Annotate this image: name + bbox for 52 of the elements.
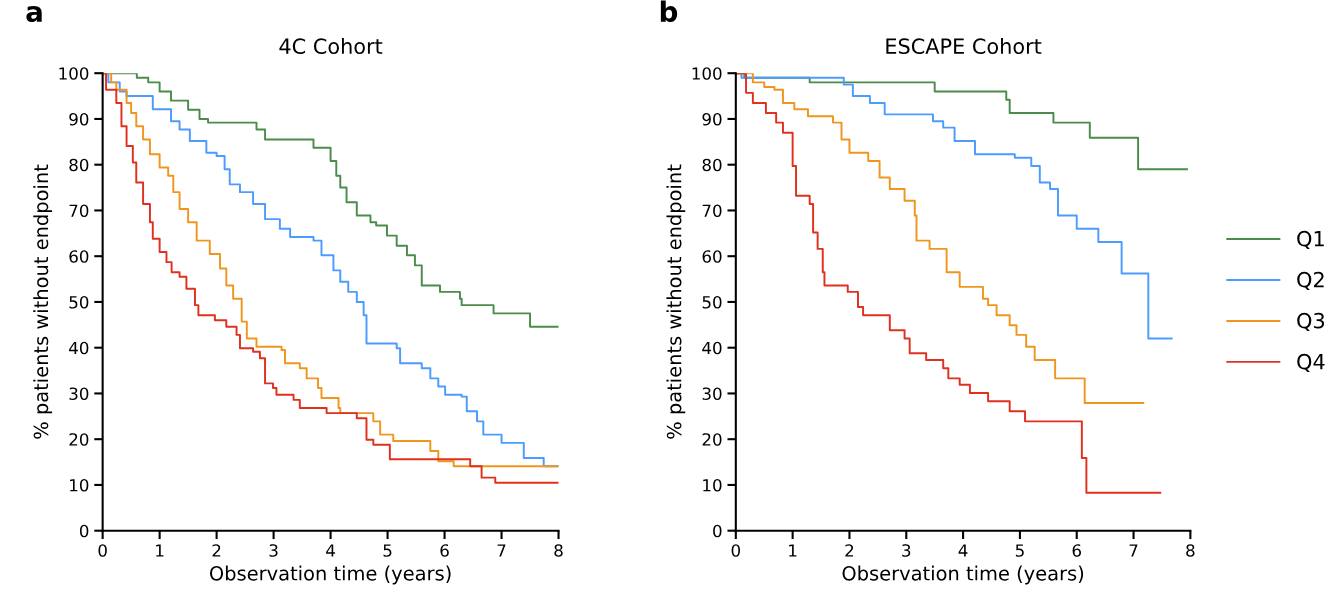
y-tick-label: 40 <box>69 341 89 355</box>
legend-label: Q1 <box>1297 230 1324 249</box>
x-tick-label: 7 <box>497 544 506 557</box>
y-tick-label: 100 <box>59 67 89 80</box>
legend-label: Q4 <box>1297 353 1325 372</box>
x-tick-label: 5 <box>383 544 392 557</box>
x-tick-label: 2 <box>212 544 221 557</box>
y-axis-title: % patients without endpoint <box>33 164 53 439</box>
y-tick-label: 30 <box>702 387 722 401</box>
x-axis-title: Observation time (years) <box>842 565 1084 585</box>
x-tick-label: 8 <box>554 544 563 557</box>
y-tick-label: 70 <box>702 204 722 218</box>
legend-label: Q3 <box>1297 312 1325 331</box>
legend-label: Q2 <box>1297 271 1324 290</box>
x-tick-label: 0 <box>98 544 107 557</box>
x-tick-label: 7 <box>1129 544 1138 557</box>
chart-title: 4C Cohort <box>279 37 383 55</box>
y-tick-label: 10 <box>703 478 722 492</box>
y-tick-label: 0 <box>713 524 722 538</box>
x-tick-label: 6 <box>1072 544 1081 557</box>
x-tick-label: 1 <box>156 544 164 557</box>
x-tick-label: 3 <box>269 544 278 557</box>
x-tick-label: 6 <box>440 544 449 557</box>
y-tick-label: 50 <box>702 295 722 309</box>
x-axis-title: Observation time (years) <box>209 565 451 585</box>
y-tick-label: 100 <box>692 67 722 80</box>
y-tick-label: 50 <box>69 295 89 309</box>
y-tick-label: 0 <box>79 524 89 538</box>
y-tick-label: 30 <box>69 387 89 401</box>
text: b <box>660 0 678 23</box>
x-tick-label: 0 <box>731 544 741 557</box>
y-axis-title: % patients without endpoint <box>666 164 686 439</box>
x-tick-label: 1 <box>789 544 797 557</box>
x-tick-label: 2 <box>845 544 854 557</box>
y-tick-label: 80 <box>69 158 89 172</box>
x-tick-label: 8 <box>1186 544 1195 557</box>
chart-title: ESCAPE Cohort <box>886 37 1042 55</box>
y-tick-label: 60 <box>69 250 89 263</box>
x-tick-label: 4 <box>958 544 968 557</box>
y-tick-label: 90 <box>702 112 722 126</box>
y-tick-label: 10 <box>70 478 89 492</box>
x-tick-label: 5 <box>1015 544 1024 557</box>
x-tick-label: 4 <box>326 544 335 557</box>
x-tick-label: 3 <box>902 544 911 557</box>
y-tick-label: 80 <box>702 158 722 172</box>
y-tick-label: 20 <box>702 433 722 446</box>
y-tick-label: 60 <box>702 250 722 263</box>
y-tick-label: 70 <box>69 204 89 218</box>
text: a <box>26 6 42 23</box>
y-tick-label: 90 <box>69 112 89 126</box>
y-tick-label: 20 <box>69 433 89 446</box>
y-tick-label: 40 <box>702 341 722 355</box>
